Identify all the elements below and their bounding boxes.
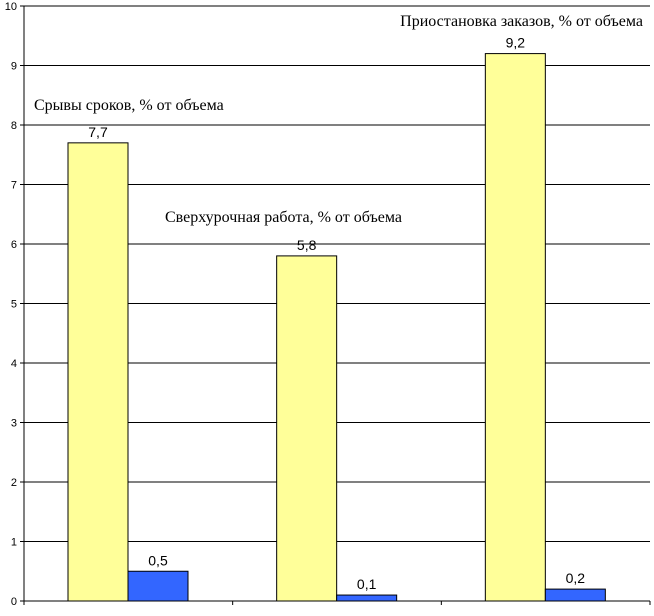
y-tick-label: 1	[11, 537, 17, 549]
category-annotation: Приостановка заказов, % от объема	[400, 13, 643, 30]
bar	[544, 588, 606, 602]
bar	[336, 594, 398, 602]
y-tick-label: 9	[11, 61, 17, 73]
bar	[484, 53, 546, 602]
bar	[276, 255, 338, 602]
y-tick-label: 0	[11, 596, 17, 608]
y-tick-label: 8	[11, 120, 17, 132]
category-annotation: Срывы сроков, % от объема	[34, 97, 224, 114]
y-tick-label: 2	[11, 477, 17, 489]
y-tick-label: 7	[11, 180, 17, 192]
bar	[67, 142, 129, 602]
y-tick-label: 10	[5, 1, 17, 13]
bar	[127, 570, 189, 602]
data-label: 7,7	[88, 124, 108, 140]
y-tick-label: 3	[11, 418, 17, 430]
y-tick-label: 6	[11, 239, 17, 251]
data-label: 0,1	[357, 576, 377, 592]
data-label: 9,2	[506, 35, 526, 51]
data-label: 0,5	[148, 552, 168, 568]
y-tick-label: 4	[11, 358, 17, 370]
y-tick-label: 5	[11, 299, 17, 311]
category-annotation: Сверхурочная работа, % от объема	[165, 209, 402, 226]
data-label: 0,2	[566, 570, 586, 586]
data-label: 5,8	[297, 237, 317, 253]
